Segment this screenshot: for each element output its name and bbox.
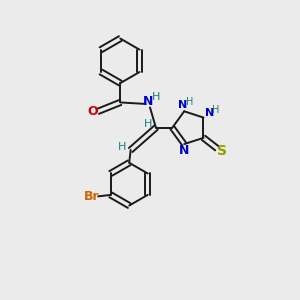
- Text: H: H: [143, 119, 152, 129]
- Text: H: H: [186, 97, 193, 106]
- Text: N: N: [205, 108, 214, 118]
- Text: Br: Br: [83, 190, 99, 203]
- Text: O: O: [87, 105, 98, 118]
- Text: N: N: [178, 144, 189, 157]
- Text: H: H: [212, 105, 220, 115]
- Text: N: N: [178, 100, 187, 110]
- Text: S: S: [217, 144, 227, 158]
- Text: H: H: [152, 92, 161, 102]
- Text: N: N: [143, 95, 154, 108]
- Text: H: H: [118, 142, 127, 152]
